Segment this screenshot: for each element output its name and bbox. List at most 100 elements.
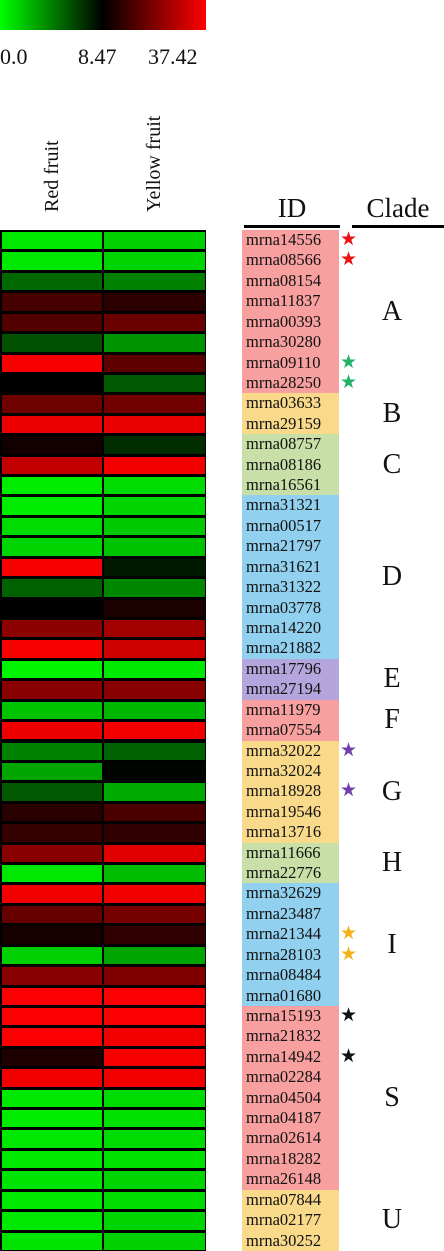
gene-id-label: mrna28103 — [242, 944, 339, 966]
heatmap-cell — [2, 701, 102, 720]
gene-id-label: mrna18282 — [242, 1148, 339, 1170]
gene-id-label: mrna04187 — [242, 1108, 339, 1129]
heatmap-cell — [2, 579, 102, 597]
heatmap-cell — [2, 762, 102, 781]
heatmap-cell — [104, 415, 205, 434]
gene-id-label: mrna30252 — [242, 1230, 339, 1251]
heatmap-cell — [2, 558, 102, 577]
heatmap-cell — [2, 1232, 102, 1250]
heatmap-cell — [104, 558, 205, 577]
heatmap-cell — [2, 722, 102, 740]
star-icon: ★ — [340, 923, 358, 945]
gene-id-label: mrna11979 — [242, 699, 339, 721]
heatmap-cell — [104, 722, 205, 740]
column-label-yellow-fruit: Yellow fruit — [143, 115, 165, 212]
heatmap-cell — [104, 497, 205, 515]
gene-id-label: mrna14556 — [242, 230, 339, 251]
heatmap-cell — [2, 1069, 102, 1087]
heatmap-cell — [104, 1171, 205, 1189]
heatmap-cell — [104, 762, 205, 781]
heatmap-cell — [104, 293, 205, 311]
heatmap-cell — [2, 885, 102, 903]
gene-id-label: mrna09110 — [242, 352, 339, 374]
gene-id-label: mrna14220 — [242, 617, 339, 639]
gene-id-label: mrna21882 — [242, 638, 339, 659]
gene-id-label: mrna22776 — [242, 863, 339, 884]
heatmap-cell — [2, 272, 102, 291]
clade-label: C — [382, 448, 402, 480]
heatmap-cell — [2, 905, 102, 924]
heatmap-cell — [104, 517, 205, 536]
gene-id-label: mrna08186 — [242, 454, 339, 476]
heatmap-cell — [104, 1007, 205, 1026]
gene-id-label: mrna26148 — [242, 1169, 339, 1190]
heatmap-cell — [2, 415, 102, 434]
heatmap-cell — [104, 640, 205, 658]
heatmap-cell — [2, 783, 102, 801]
legend-max-label: 37.42 — [148, 44, 198, 69]
heatmap-cell — [104, 1191, 205, 1210]
heatmap-cell — [2, 599, 102, 617]
heatmap-cell — [2, 1110, 102, 1128]
gene-id-label: mrna11837 — [242, 291, 339, 312]
heatmap-cell — [2, 946, 102, 965]
heatmap-cell — [104, 599, 205, 617]
gene-id-label: mrna03633 — [242, 393, 339, 414]
heatmap-cell — [104, 232, 205, 250]
color-scale-legend-bar — [0, 0, 206, 30]
heatmap-cell — [104, 803, 205, 822]
clade-label: H — [381, 847, 403, 879]
heatmap-cell — [2, 1089, 102, 1108]
clade-label: D — [381, 561, 403, 593]
heatmap-cell — [2, 374, 102, 393]
gene-id-label: mrna32022 — [242, 740, 339, 762]
gene-id-label: mrna21832 — [242, 1026, 339, 1047]
legend-mid-label: 8.47 — [78, 44, 117, 69]
heatmap-cell — [2, 1191, 102, 1210]
gene-id-label: mrna27194 — [242, 679, 339, 700]
gene-id-label: mrna04504 — [242, 1087, 339, 1109]
star-icon: ★ — [340, 739, 358, 761]
heatmap-cell — [104, 1089, 205, 1108]
heatmap-cell — [104, 334, 205, 352]
heatmap-cell — [104, 1048, 205, 1067]
heatmap-cell — [104, 272, 205, 291]
gene-id-label: mrna02614 — [242, 1128, 339, 1150]
clade-label: U — [381, 1204, 403, 1236]
clade-label: B — [382, 397, 402, 429]
column-label-red-fruit: Red fruit — [41, 140, 63, 212]
heatmap-cell — [104, 660, 205, 679]
heatmap-cell — [104, 1069, 205, 1087]
gene-id-label: mrna02284 — [242, 1067, 339, 1088]
heatmap-cell — [104, 1110, 205, 1128]
heatmap-cell — [104, 477, 205, 495]
heatmap-cell — [2, 313, 102, 332]
gene-id-label: mrna31321 — [242, 495, 339, 517]
heatmap-cell — [2, 232, 102, 250]
gene-id-label: mrna21344 — [242, 924, 339, 945]
gene-id-label: mrna19546 — [242, 801, 339, 823]
gene-id-label: mrna13716 — [242, 822, 339, 843]
gene-id-label: mrna08484 — [242, 965, 339, 986]
star-icon: ★ — [340, 249, 358, 271]
gene-id-label: mrna00517 — [242, 515, 339, 537]
heatmap-cell — [104, 1028, 205, 1046]
heatmap-cell — [2, 517, 102, 536]
gene-id-label: mrna29159 — [242, 413, 339, 435]
clade-label: G — [381, 775, 403, 807]
clade-column-header: Clade — [366, 193, 430, 223]
heatmap-cell — [104, 967, 205, 985]
heatmap-cell — [2, 967, 102, 985]
clade-label: E — [383, 663, 401, 695]
heatmap-cell — [2, 660, 102, 679]
heatmap-cell — [104, 681, 205, 699]
heatmap-cell — [104, 824, 205, 842]
heatmap-cell — [2, 1150, 102, 1169]
gene-id-label: mrna11666 — [242, 842, 339, 864]
gene-id-label: mrna03778 — [242, 597, 339, 619]
heatmap-cell — [2, 456, 102, 475]
clade-label: S — [384, 1081, 400, 1113]
gene-id-label: mrna32024 — [242, 760, 339, 782]
gene-id-label: mrna07844 — [242, 1189, 339, 1211]
star-icon: ★ — [340, 229, 358, 250]
